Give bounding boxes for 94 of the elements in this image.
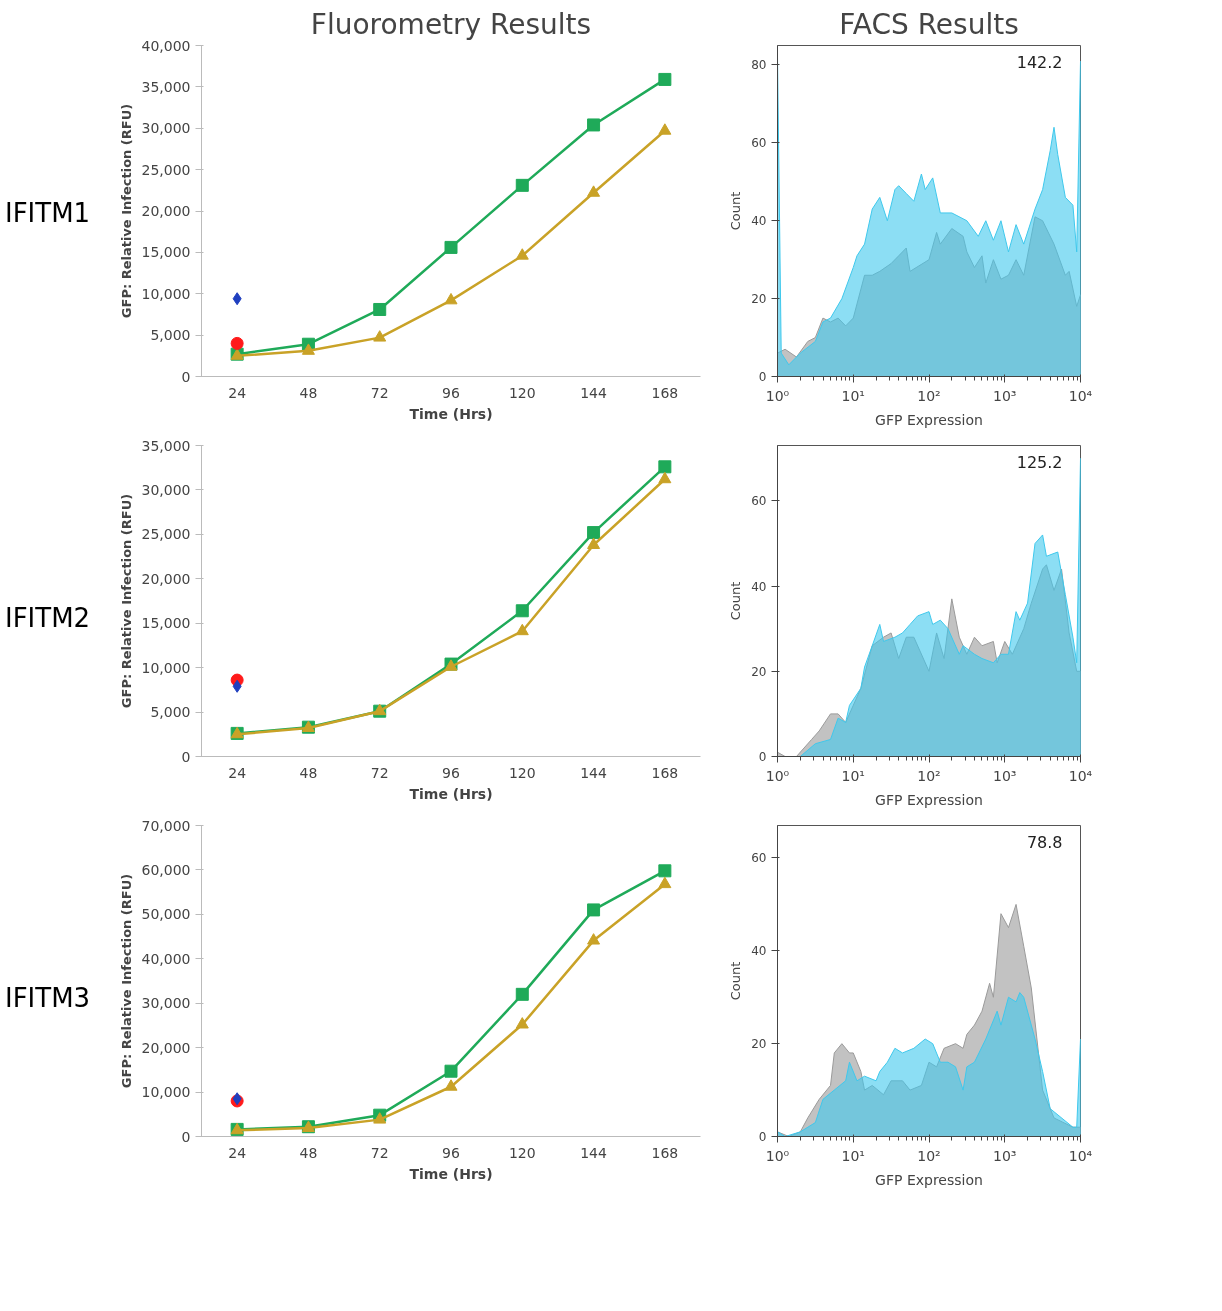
y-tick-label: 80	[751, 58, 767, 73]
x-tick-label: 10⁰	[765, 767, 790, 784]
x-tick-label: 72	[370, 1144, 389, 1161]
x-tick-label: 10⁰	[765, 1147, 790, 1164]
x-tick-label: 10³	[993, 1147, 1017, 1164]
x-tick-label: 24	[228, 1144, 247, 1161]
y-tick-label: 35,000	[141, 437, 191, 454]
y-tick-label: 0	[181, 368, 191, 385]
y-tick-label: 30,000	[141, 995, 191, 1012]
y-tick-label: 60,000	[141, 861, 191, 878]
y-axis-title: GFP: Relative Infection (RFU)	[118, 873, 134, 1089]
x-axis-title: GFP Expression	[875, 411, 983, 428]
annotation: 125.2	[1016, 452, 1063, 472]
y-tick-label: 35,000	[141, 78, 191, 95]
y-tick-label: 40	[751, 579, 767, 594]
y-tick-label: 25,000	[141, 526, 191, 543]
x-tick-label: 144	[580, 384, 608, 401]
y-tick-label: 0	[758, 370, 767, 384]
y-tick-label: 40	[751, 214, 767, 229]
y-tick-label: 5,000	[150, 327, 191, 344]
y-tick-label: 10,000	[141, 1084, 191, 1101]
x-tick-label: 72	[370, 384, 389, 401]
annotation: 142.2	[1016, 52, 1063, 72]
x-tick-label: 10³	[993, 767, 1017, 784]
y-tick-label: 15,000	[141, 615, 191, 632]
y-tick-label: 0	[758, 750, 767, 764]
x-tick-label: 48	[299, 384, 318, 401]
x-tick-label: 168	[651, 764, 679, 781]
y-tick-label: 50,000	[141, 906, 191, 923]
x-tick-label: 10⁴	[1068, 1147, 1093, 1164]
y-tick-label: 20,000	[141, 1039, 191, 1056]
x-tick-label: 120	[508, 764, 536, 781]
y-tick-label: 0	[758, 1130, 767, 1144]
x-tick-label: 10²	[917, 387, 941, 404]
y-axis-title: Count	[728, 191, 744, 231]
x-tick-label: 10³	[993, 387, 1017, 404]
x-tick-label: 48	[299, 1144, 318, 1161]
x-tick-label: 24	[228, 764, 247, 781]
y-axis-title: GFP: Relative Infection (RFU)	[118, 493, 134, 709]
x-tick-label: 10⁰	[765, 387, 790, 404]
x-tick-label: 10⁴	[1068, 387, 1093, 404]
text: IFITM3	[5, 982, 91, 1015]
x-tick-label: 120	[508, 1144, 536, 1161]
annotation: 78.8	[1026, 832, 1063, 852]
x-tick-label: 72	[370, 764, 389, 781]
x-tick-label: 144	[580, 764, 608, 781]
x-tick-label: 96	[442, 1144, 460, 1161]
x-axis-title: GFP Expression	[875, 791, 983, 808]
y-tick-label: 20,000	[141, 203, 191, 219]
y-tick-label: 15,000	[141, 244, 191, 261]
y-tick-label: 5,000	[150, 704, 191, 721]
y-tick-label: 10,000	[141, 285, 191, 302]
y-tick-label: 30,000	[141, 120, 191, 137]
x-tick-label: 10²	[917, 767, 941, 784]
x-tick-label: 96	[442, 764, 460, 781]
y-tick-label: 20,000	[141, 570, 191, 587]
y-tick-label: 20	[751, 292, 767, 307]
y-tick-label: 30,000	[141, 481, 191, 498]
chart-title: Fluorometry Results	[310, 7, 592, 41]
y-tick-label: 40	[751, 944, 767, 959]
y-tick-label: 20	[751, 1037, 767, 1052]
x-axis-title: Time (Hrs)	[409, 1165, 493, 1182]
y-tick-label: 0	[181, 748, 191, 765]
x-tick-label: 168	[651, 1144, 679, 1161]
x-tick-label: 96	[442, 384, 460, 401]
x-tick-label: 10⁴	[1068, 767, 1093, 784]
x-tick-label: 168	[651, 384, 679, 401]
x-tick-label: 10¹	[841, 767, 865, 784]
x-tick-label: 10²	[917, 1147, 941, 1164]
x-axis-title: Time (Hrs)	[409, 785, 493, 802]
y-tick-label: 60	[751, 136, 767, 151]
x-tick-label: 24	[228, 384, 247, 401]
x-tick-label: 144	[580, 1144, 608, 1161]
y-tick-label: 20	[751, 664, 767, 679]
text: IFITM2	[5, 602, 91, 635]
y-tick-label: 60	[751, 851, 767, 866]
x-axis-title: GFP Expression	[875, 1171, 983, 1188]
x-tick-label: 10¹	[841, 1147, 865, 1164]
x-tick-label: 48	[299, 764, 318, 781]
y-axis-title: Count	[728, 581, 744, 621]
y-tick-label: 25,000	[141, 161, 191, 178]
y-tick-label: 10,000	[141, 659, 191, 676]
y-tick-label: 60	[751, 494, 767, 509]
text: IFITM1	[5, 197, 91, 230]
x-axis-title: Time (Hrs)	[409, 405, 493, 422]
y-tick-label: 40,000	[141, 37, 191, 54]
y-axis-title: Count	[728, 961, 744, 1001]
y-axis-title: GFP: Relative Infection (RFU)	[118, 103, 134, 319]
x-tick-label: 10¹	[841, 387, 865, 404]
chart-title: FACS Results	[839, 7, 1019, 41]
y-tick-label: 0	[181, 1128, 191, 1145]
x-tick-label: 120	[508, 384, 536, 401]
y-tick-label: 40,000	[141, 950, 191, 967]
y-tick-label: 70,000	[141, 817, 191, 834]
